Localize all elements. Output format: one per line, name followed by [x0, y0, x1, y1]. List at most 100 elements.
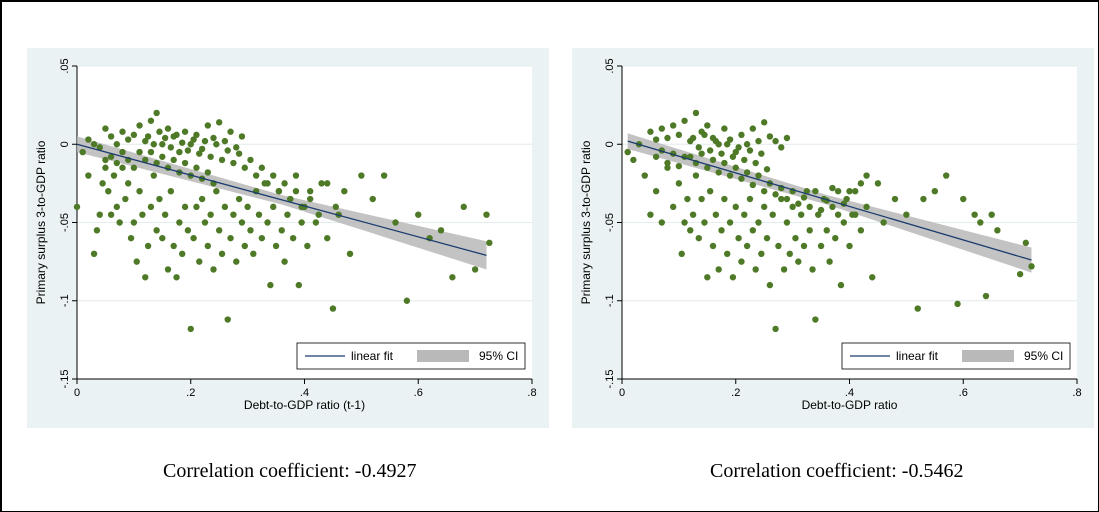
data-point: [233, 258, 240, 265]
data-point: [687, 153, 694, 160]
data-point: [201, 219, 209, 226]
data-point: [732, 164, 739, 171]
data-point: [150, 172, 157, 179]
data-point: [284, 211, 291, 218]
data-point: [931, 188, 939, 195]
data-point: [110, 172, 118, 179]
data-point: [721, 125, 728, 132]
data-point: [795, 200, 802, 207]
data-point: [829, 203, 836, 211]
data-point: [724, 250, 731, 257]
data-point: [880, 219, 887, 226]
data-point: [738, 131, 745, 139]
data-point: [332, 203, 339, 211]
data-point: [780, 266, 788, 273]
data-point: [235, 195, 243, 203]
data-point: [102, 125, 109, 132]
data-point: [292, 172, 300, 179]
x-tick-label: .2: [186, 387, 195, 399]
data-point: [724, 141, 731, 148]
data-point: [715, 169, 722, 176]
data-point: [292, 188, 300, 195]
legend-ci-label: 95% CI: [479, 349, 518, 363]
scatter-chart-left: -.15 -.1 -.05 0 .05 0 .2 .4 .6 .8 Debt-to-GDP rati…: [34, 58, 537, 412]
data-point: [281, 258, 288, 265]
data-point: [437, 227, 445, 234]
y-tick-label: -.05: [59, 213, 71, 232]
data-point: [832, 234, 839, 242]
data-point: [792, 234, 799, 242]
data-point: [181, 159, 189, 167]
data-point: [295, 281, 303, 289]
data-point: [85, 172, 92, 179]
data-point: [403, 297, 411, 304]
data-point: [281, 180, 288, 187]
data-point: [706, 147, 714, 154]
data-point: [840, 219, 848, 226]
y-tick-label: -.15: [59, 370, 71, 389]
data-point: [834, 188, 842, 195]
data-point: [247, 227, 254, 234]
data-point: [675, 180, 683, 187]
data-point: [415, 211, 422, 218]
data-point: [812, 316, 819, 323]
data-point: [726, 136, 734, 143]
data-point: [652, 136, 660, 143]
data-point: [772, 325, 779, 333]
y-tick-label: .05: [59, 58, 71, 73]
data-point: [170, 242, 177, 250]
data-point: [221, 203, 229, 211]
data-point: [190, 234, 197, 242]
data-point: [815, 211, 822, 218]
data-point: [139, 211, 146, 218]
data-point: [218, 156, 226, 164]
data-point: [267, 281, 274, 289]
data-point: [167, 188, 175, 195]
data-point: [834, 211, 842, 218]
data-point: [90, 250, 98, 257]
data-point: [763, 234, 771, 242]
data-point: [826, 258, 833, 265]
chart-panel-right: -.15 -.1 -.05 0 .05 0 .2 .4 .6 .8 Debt-to-GDP rati…: [572, 48, 1094, 428]
data-point: [743, 242, 751, 250]
data-point: [749, 227, 757, 234]
data-point: [270, 203, 277, 211]
data-point: [258, 164, 266, 171]
data-point: [851, 188, 859, 195]
data-point: [977, 219, 984, 226]
data-point: [304, 242, 311, 250]
data-point: [460, 203, 467, 211]
data-point: [173, 274, 180, 281]
data-point: [133, 258, 140, 265]
data-point: [207, 211, 214, 218]
data-point: [874, 180, 882, 187]
data-point: [147, 148, 155, 156]
legend-fit-label: linear fit: [896, 349, 939, 363]
data-point: [198, 195, 206, 203]
data-point: [99, 180, 106, 187]
data-point: [783, 219, 791, 226]
data-point: [184, 147, 192, 154]
data-point: [144, 133, 152, 140]
data-point: [783, 134, 791, 142]
data-point: [156, 128, 163, 135]
data-point: [817, 206, 825, 214]
data-point: [142, 156, 149, 164]
data-point: [161, 211, 169, 218]
fit-line: [627, 140, 1032, 261]
data-point: [176, 148, 183, 156]
data-point: [230, 159, 237, 167]
data-point: [312, 219, 320, 226]
data-point: [198, 145, 206, 153]
data-point: [244, 203, 251, 211]
x-tick-label: .8: [527, 387, 536, 399]
data-point: [755, 137, 762, 145]
data-point: [119, 148, 126, 156]
data-point: [689, 134, 697, 142]
data-point: [760, 203, 768, 211]
data-point: [647, 211, 654, 218]
legend-ci-swatch: [962, 350, 1014, 362]
y-tick-label: 0: [604, 141, 616, 147]
legend-fit-label: linear fit: [351, 349, 394, 363]
data-point: [164, 125, 172, 132]
